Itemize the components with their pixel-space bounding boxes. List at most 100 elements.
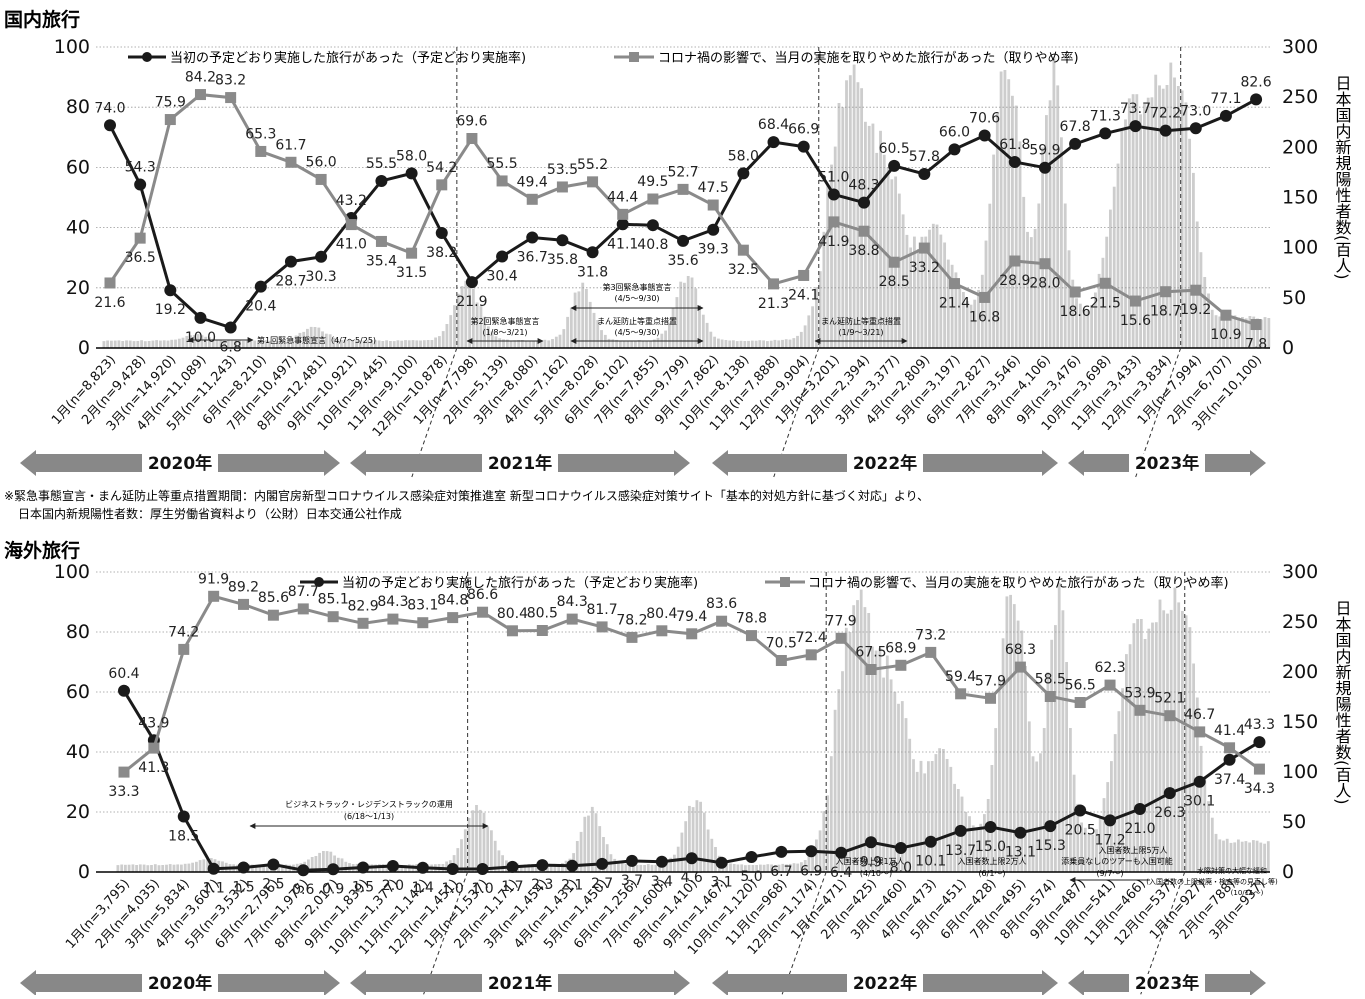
cancel-point — [285, 156, 297, 168]
case-bar — [1222, 840, 1225, 872]
case-bar — [885, 655, 889, 872]
data-label: 19.2 — [1180, 302, 1211, 318]
case-bar — [1151, 622, 1154, 872]
planned-point — [1133, 803, 1146, 815]
case-bar — [744, 865, 747, 872]
cancel-point — [118, 766, 130, 778]
case-bar — [183, 863, 187, 872]
case-bar — [549, 864, 553, 872]
y2-tick-label: 150 — [1282, 711, 1318, 733]
cancel-point — [1250, 319, 1262, 331]
case-bar — [146, 865, 150, 872]
case-bar — [1181, 610, 1184, 872]
case-bar — [1139, 619, 1143, 872]
case-bar — [1132, 623, 1136, 872]
data-label: 68.3 — [1005, 642, 1036, 658]
case-bar — [438, 336, 441, 348]
planned-point — [655, 855, 668, 868]
case-bar — [177, 338, 181, 348]
case-bar — [1267, 318, 1271, 348]
case-bar — [698, 305, 701, 348]
y2-tick-label: 300 — [1282, 561, 1318, 583]
case-bar — [732, 340, 735, 348]
cancel-point — [888, 256, 900, 268]
case-bar — [1225, 318, 1229, 348]
case-bar — [803, 325, 807, 348]
planned-point — [948, 143, 961, 156]
planned-point — [224, 321, 237, 334]
case-bar — [262, 865, 265, 872]
annotation-text: 第1回緊急事態宣言（4/7～5/25) — [257, 335, 376, 345]
data-label: 41.4 — [1214, 723, 1245, 739]
data-label: 58.0 — [396, 148, 427, 164]
case-bar — [1124, 119, 1127, 349]
case-bar — [434, 337, 438, 348]
case-bar — [904, 718, 908, 872]
case-bar — [1176, 86, 1180, 348]
case-bar — [605, 844, 609, 872]
case-bar — [630, 340, 634, 348]
case-bar — [1241, 317, 1244, 348]
case-bar — [679, 281, 683, 348]
data-label: 60.4 — [108, 666, 139, 682]
data-label: 33.2 — [909, 260, 940, 276]
data-label: 78.2 — [616, 612, 647, 628]
case-bar — [1091, 834, 1095, 872]
planned-point — [646, 219, 659, 232]
case-bar — [683, 282, 686, 348]
case-bar — [490, 830, 493, 872]
cancel-point — [1194, 726, 1206, 738]
cancel-point — [1039, 258, 1051, 270]
case-bar — [1177, 602, 1181, 872]
case-bar — [528, 340, 532, 348]
case-bar — [643, 865, 646, 872]
case-bar — [709, 331, 713, 348]
planned-point — [596, 857, 609, 870]
data-label: 1.5 — [232, 880, 254, 896]
case-bar — [314, 856, 318, 872]
case-bar — [807, 315, 811, 348]
case-bar — [1106, 782, 1110, 872]
planned-point — [506, 860, 519, 873]
cancel-point — [828, 216, 840, 228]
case-bar — [654, 864, 658, 872]
case-bar — [475, 805, 478, 872]
year-divider — [1139, 871, 1186, 998]
year-label-bg — [482, 454, 558, 472]
data-label: 39.3 — [698, 242, 729, 258]
case-bar — [317, 327, 321, 348]
case-bar — [815, 839, 818, 872]
cancel-point — [1190, 284, 1202, 296]
data-label: 55.5 — [486, 156, 517, 172]
case-bar — [637, 340, 641, 348]
case-bar — [1237, 839, 1240, 872]
case-bar — [1158, 599, 1162, 872]
case-bar — [695, 800, 699, 872]
planned-point — [1159, 124, 1172, 137]
data-label: 58.5 — [1035, 672, 1066, 688]
cancel-point — [536, 625, 548, 636]
case-bar — [882, 677, 885, 872]
case-bar — [1263, 317, 1267, 348]
case-bar — [1069, 728, 1072, 872]
cancel-point — [267, 609, 279, 621]
data-label: 38.8 — [848, 243, 879, 259]
case-bar — [905, 234, 909, 348]
case-bar — [546, 865, 549, 872]
case-bar — [699, 801, 702, 872]
case-bar — [617, 863, 620, 872]
case-bar — [1020, 630, 1024, 872]
annotation-text: (入国者数の上限撤廃・検査等の見直し等) — [1146, 877, 1278, 886]
case-bar — [531, 864, 534, 872]
data-label: 52.1 — [1154, 691, 1185, 707]
case-bar — [632, 864, 635, 872]
data-label: 49.5 — [637, 174, 668, 190]
data-label: 34.3 — [1244, 781, 1275, 797]
cancel-point — [686, 628, 698, 640]
case-bar — [124, 864, 127, 872]
case-bar — [710, 838, 714, 872]
data-label: 28.7 — [275, 274, 306, 290]
case-bar — [441, 331, 445, 348]
data-label: 3.1 — [710, 875, 732, 891]
case-bar — [329, 851, 333, 872]
